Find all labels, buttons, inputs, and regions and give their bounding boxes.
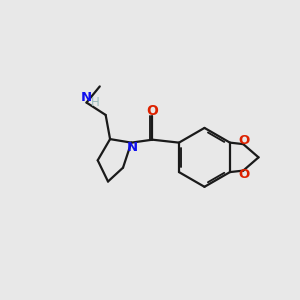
- Text: H: H: [90, 95, 99, 109]
- Text: O: O: [146, 104, 158, 118]
- Text: O: O: [238, 134, 249, 147]
- Text: N: N: [127, 141, 138, 154]
- Text: N: N: [81, 92, 92, 104]
- Text: O: O: [238, 168, 249, 181]
